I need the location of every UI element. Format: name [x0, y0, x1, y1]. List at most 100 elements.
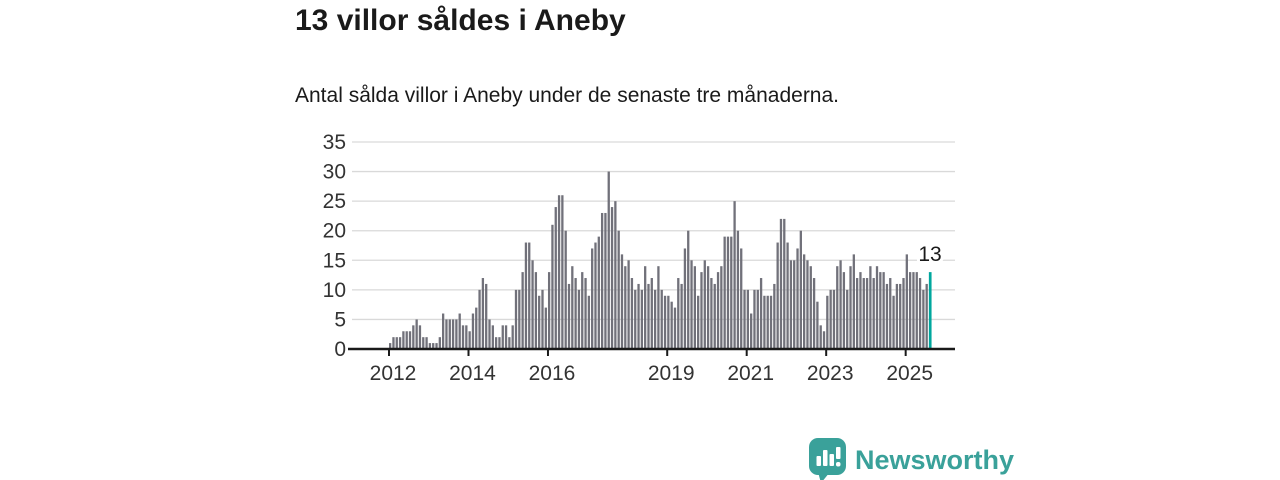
bar: [438, 337, 441, 349]
bar: [451, 319, 455, 349]
bar: [415, 319, 418, 349]
bar: [455, 319, 458, 349]
bar: [750, 313, 753, 349]
bar: [819, 325, 822, 349]
bar: [753, 289, 756, 349]
bar: [538, 295, 541, 349]
bar: [624, 266, 627, 349]
bar: [677, 278, 680, 349]
bar: [591, 248, 594, 349]
highlight-value-label: 13: [918, 243, 941, 266]
bar: [763, 295, 766, 349]
bar: [577, 289, 581, 349]
x-axis-tick-label: 2025: [886, 362, 933, 385]
bar: [653, 289, 657, 349]
bar: [600, 212, 604, 349]
bar: [644, 266, 647, 349]
bar: [465, 325, 468, 349]
x-axis-tick-label: 2012: [370, 362, 417, 385]
bar: [428, 343, 432, 349]
bar: [581, 272, 584, 349]
bar: [885, 283, 889, 349]
bar: [478, 289, 481, 349]
chart-subtitle: Antal sålda villor i Aneby under de sena…: [295, 84, 840, 107]
bar: [839, 260, 842, 349]
bar: [852, 254, 855, 349]
bar: [488, 319, 491, 349]
bar: [412, 325, 415, 349]
bar: [786, 242, 789, 349]
bar: [418, 325, 422, 349]
bar: [620, 254, 624, 349]
x-axis-tick-label: 2019: [648, 362, 695, 385]
bar: [918, 278, 922, 349]
bar: [832, 289, 836, 349]
bar: [769, 295, 773, 349]
bar: [551, 224, 554, 349]
bar: [697, 295, 700, 349]
bar: [703, 260, 706, 349]
bar: [793, 260, 796, 349]
bar: [594, 242, 597, 349]
bar: [617, 230, 620, 349]
y-axis-tick-label: 35: [323, 131, 346, 154]
highlight-bar: [928, 272, 932, 349]
bar: [842, 272, 846, 349]
bar: [597, 236, 600, 349]
bar: [663, 295, 667, 349]
bar: [706, 266, 710, 349]
bar: [809, 266, 812, 349]
bar: [547, 272, 551, 349]
bar: [647, 283, 650, 349]
bar: [733, 201, 736, 349]
bar: [425, 337, 428, 349]
y-axis-tick-label: 15: [323, 249, 346, 272]
bar: [494, 337, 498, 349]
bar: [855, 278, 859, 349]
bar: [716, 272, 720, 349]
bar: [650, 278, 653, 349]
bar: [634, 289, 637, 349]
bar: [657, 266, 660, 349]
bar: [557, 195, 561, 349]
bar: [723, 236, 726, 349]
bar: [899, 283, 902, 349]
y-axis-tick-label: 25: [323, 190, 346, 213]
bar: [610, 207, 614, 349]
bar: [743, 289, 746, 349]
bar: [905, 254, 908, 349]
bar: [746, 289, 749, 349]
bar: [514, 289, 518, 349]
bar: [554, 207, 557, 349]
bar: [803, 254, 806, 349]
bar: [922, 289, 925, 349]
bar: [435, 343, 438, 349]
bar: [531, 260, 534, 349]
bar: [690, 260, 693, 349]
bar: [766, 295, 769, 349]
bar: [398, 337, 402, 349]
bar: [859, 272, 862, 349]
y-axis-tick-label: 5: [334, 308, 346, 331]
bar: [759, 278, 763, 349]
bar: [521, 272, 524, 349]
x-axis-tick-label: 2021: [727, 362, 774, 385]
bar: [448, 319, 451, 349]
bar: [673, 307, 677, 349]
bar: [789, 260, 793, 349]
bar: [461, 325, 465, 349]
bar: [826, 295, 829, 349]
bar: [846, 289, 849, 349]
bar: [408, 331, 412, 349]
bar: [895, 283, 899, 349]
bar: [683, 248, 687, 349]
bar: [504, 325, 508, 349]
bar: [865, 278, 869, 349]
bar: [713, 283, 716, 349]
bar: [816, 301, 819, 349]
bar: [882, 272, 885, 349]
bar: [475, 307, 478, 349]
bar: [872, 278, 875, 349]
bar: [544, 307, 547, 349]
